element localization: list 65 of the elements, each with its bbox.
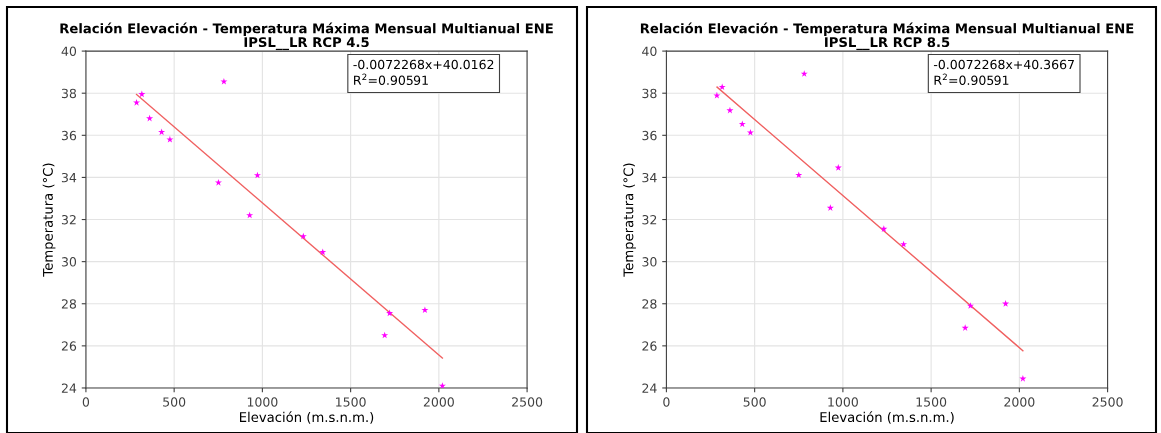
y-tick-label: 32 [642, 215, 657, 225]
annotation: -0.0072268x+40.0162 [353, 59, 494, 70]
point [900, 240, 908, 248]
point [438, 382, 446, 388]
y-tick-label: 24 [61, 383, 77, 393]
y-tick-label: 28 [642, 299, 657, 309]
point [961, 324, 969, 331]
y-tick-label: 38 [642, 88, 657, 99]
point [726, 106, 734, 114]
point [138, 90, 146, 98]
point [146, 114, 154, 122]
x-tick-label: 2000 [423, 397, 454, 407]
x-tick-label: 500 [163, 397, 186, 407]
y-tick-label: 34 [61, 172, 77, 183]
point [253, 171, 261, 179]
y-axis-title: Temperatura (°C) [623, 163, 636, 277]
y-tick-label: 30 [642, 257, 657, 267]
point [795, 171, 803, 179]
y-tick-label: 36 [61, 130, 77, 141]
y-tick-label: 28 [61, 299, 77, 309]
y-tick-label: 30 [61, 257, 77, 267]
x-tick-label: 0 [82, 397, 90, 407]
x-tick-label: 500 [743, 397, 766, 407]
x-tick-label: 2000 [1004, 397, 1035, 407]
x-tick-label: 0 [663, 397, 670, 407]
point [214, 179, 222, 186]
y-tick-label: 34 [642, 172, 657, 183]
point [246, 211, 254, 219]
point [166, 135, 174, 143]
point [966, 302, 974, 309]
point [133, 99, 141, 106]
point [880, 225, 888, 232]
y-tick-label: 24 [642, 383, 657, 393]
x-tick-label: 2500 [1092, 397, 1123, 407]
point [800, 70, 808, 77]
y-tick-label: 26 [61, 341, 77, 351]
annotation: -0.0072268x+40.3667 [933, 59, 1074, 70]
annotation: R$^{2}$=0.90591 [354, 73, 428, 85]
point [421, 306, 429, 314]
point [713, 91, 721, 99]
x-tick-label: 2500 [512, 397, 543, 407]
x-tick-label: 1000 [247, 397, 278, 407]
y-tick-label: 40 [642, 46, 657, 57]
point [220, 77, 228, 85]
y-axis-title: Temperatura (°C) [42, 163, 56, 277]
point [299, 232, 307, 240]
x-tick-label: 1000 [828, 397, 858, 407]
point [319, 248, 327, 256]
x-tick-label: 1500 [336, 397, 366, 407]
y-tick-label: 26 [642, 341, 657, 351]
annotation: R$^{2}$=0.90591 [934, 73, 1009, 85]
x-axis-title: Elevación (m.s.n.m.) [820, 411, 954, 424]
point [1002, 300, 1010, 307]
point [386, 309, 394, 317]
point [718, 83, 726, 91]
y-tick-label: 32 [61, 215, 76, 225]
point [738, 120, 746, 128]
point [746, 128, 754, 136]
x-tick-label: 1500 [916, 397, 947, 407]
y-tick-label: 40 [61, 46, 77, 57]
point [158, 128, 166, 136]
x-axis-title: Elevación (m.s.n.m.) [240, 411, 374, 424]
point [381, 331, 389, 339]
y-tick-label: 36 [642, 130, 657, 141]
y-tick-label: 38 [61, 88, 77, 99]
